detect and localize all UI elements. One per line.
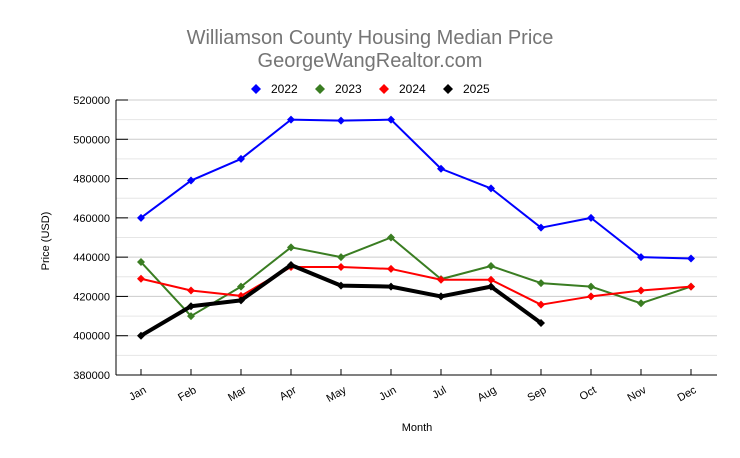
y-axis: 380000 400000 420000 440000 460000 48000… <box>73 95 128 382</box>
data-point-2022-Mar <box>237 154 245 163</box>
data-point-2025-Feb <box>187 302 195 311</box>
data-point-2025-Jan <box>137 331 145 340</box>
data-point-2025-Apr <box>287 261 295 269</box>
y-tick-label: 520000 <box>73 95 110 107</box>
data-point-2022-Dec <box>687 254 695 263</box>
legend-label-2023: 2023 <box>335 82 362 96</box>
legend-marker-2025 <box>443 84 453 94</box>
data-point-2024-Aug <box>487 275 495 284</box>
data-point-2022-Jul <box>437 164 445 173</box>
y-tick-label: 440000 <box>73 252 110 264</box>
data-point-2024-Oct <box>587 292 595 301</box>
data-point-2023-Oct <box>587 282 595 291</box>
data-point-2022-Jan <box>137 213 145 222</box>
series-line-2023 <box>140 236 692 318</box>
data-point-2022-Jun <box>387 115 395 124</box>
series-2024 <box>137 262 695 309</box>
data-point-2025-May <box>337 281 345 290</box>
data-point-2023-Apr <box>287 243 295 252</box>
data-point-2022-Apr <box>287 115 295 124</box>
series-line-2024 <box>140 265 692 306</box>
legend-marker-2023 <box>315 84 325 94</box>
data-point-2025-Sep <box>537 318 545 327</box>
y-tick-label: 380000 <box>73 370 110 382</box>
legend-marker-2024 <box>379 84 389 94</box>
data-point-2025-Aug <box>487 282 495 291</box>
data-point-2023-Sep <box>537 279 545 288</box>
legend-marker-2022 <box>251 84 261 94</box>
data-point-2022-Oct <box>587 213 595 222</box>
data-point-2024-Nov <box>637 286 645 295</box>
data-point-2024-Sep <box>537 300 545 309</box>
x-axis-title: Month <box>402 422 433 434</box>
y-tick-label: 400000 <box>73 331 110 343</box>
grid <box>116 99 717 356</box>
series-2022 <box>137 115 695 263</box>
data-point-2025-Mar <box>237 296 245 305</box>
data-point-2024-May <box>337 262 345 271</box>
series-layer <box>137 115 695 340</box>
legend: 2022 2023 2024 2025 <box>251 82 490 96</box>
data-point-2022-Aug <box>487 184 495 193</box>
y-tick-label: 500000 <box>73 134 110 146</box>
data-point-2022-Feb <box>187 176 195 185</box>
data-point-2025-Jul <box>437 292 445 301</box>
data-point-2023-Feb <box>187 312 195 321</box>
data-point-2023-Mar <box>237 282 245 291</box>
data-point-2023-Nov <box>637 299 645 308</box>
data-point-2023-Jun <box>387 233 395 242</box>
data-point-2022-Nov <box>637 253 645 262</box>
legend-label-2025: 2025 <box>463 82 490 96</box>
series-2025 <box>137 261 545 340</box>
data-point-2022-May <box>337 116 345 125</box>
data-point-2024-Jun <box>387 264 395 273</box>
data-point-2024-Jan <box>137 274 145 283</box>
data-point-2023-May <box>337 253 345 262</box>
y-axis-title: Price (USD) <box>40 212 52 271</box>
data-point-2023-Jan <box>137 258 145 267</box>
y-tick-label: 460000 <box>73 213 110 225</box>
data-point-2023-Aug <box>487 261 495 270</box>
data-point-2024-Feb <box>187 286 195 295</box>
chart-title: Williamson County Housing Median Price <box>187 27 554 49</box>
y-tick-label: 480000 <box>73 174 110 186</box>
data-point-2024-Dec <box>687 282 695 291</box>
y-tick-label: 420000 <box>73 291 110 303</box>
series-line-2022 <box>140 118 692 260</box>
legend-label-2024: 2024 <box>399 82 426 96</box>
chart-subtitle: GeorgeWangRealtor.com <box>258 50 483 72</box>
legend-label-2022: 2022 <box>271 82 298 96</box>
data-point-2025-Jun <box>387 282 395 291</box>
data-point-2024-Jul <box>437 275 445 284</box>
data-point-2022-Sep <box>537 223 545 232</box>
